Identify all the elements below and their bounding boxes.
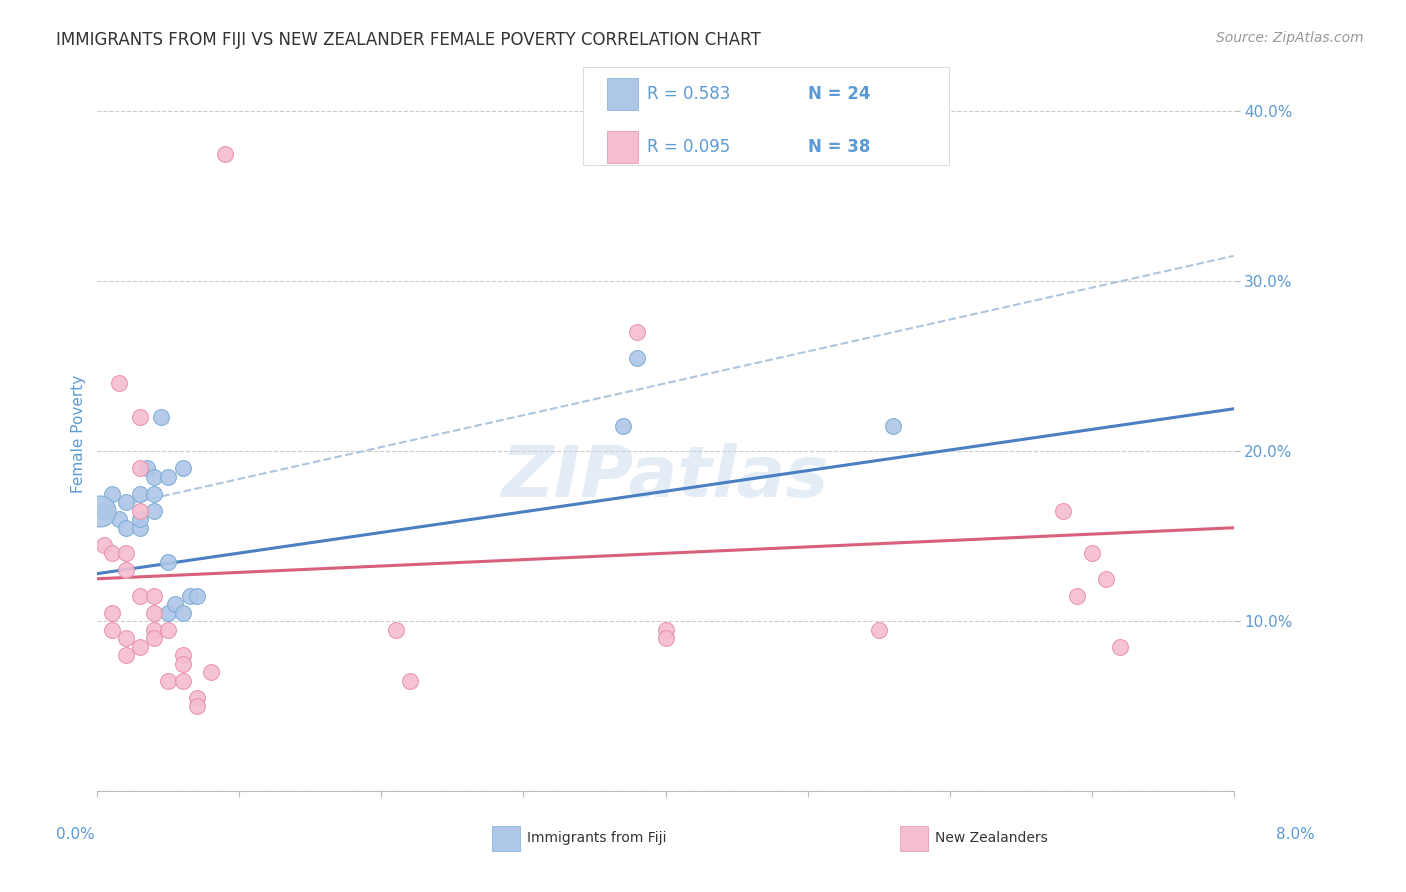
Point [143,487,166,501]
Point [143,606,166,620]
Point [129,521,152,535]
Point [157,555,180,569]
Point [89,504,111,518]
Point [882,418,904,433]
Point [179,589,201,603]
Point [384,623,406,637]
Point [1066,589,1088,603]
Point [172,461,194,475]
Point [150,410,173,425]
Point [214,147,236,161]
Point [157,623,180,637]
Text: New Zealanders: New Zealanders [935,830,1047,845]
Text: 0.0%: 0.0% [56,827,96,841]
Text: N = 38: N = 38 [808,138,870,156]
Point [129,512,152,526]
Text: Immigrants from Fiji: Immigrants from Fiji [527,830,666,845]
Text: R = 0.583: R = 0.583 [647,85,730,103]
Point [172,657,194,671]
Point [143,504,166,518]
Point [172,648,194,663]
Point [114,563,136,577]
Point [143,589,166,603]
Point [1080,546,1102,560]
Point [165,597,187,611]
Text: Source: ZipAtlas.com: Source: ZipAtlas.com [1216,31,1364,45]
Point [114,631,136,645]
Point [200,665,222,680]
Point [100,546,122,560]
Point [114,648,136,663]
Point [143,631,166,645]
Text: ZIPatlas: ZIPatlas [502,442,830,512]
Point [114,495,136,509]
Point [100,623,122,637]
Point [157,673,180,688]
Text: N = 24: N = 24 [808,85,870,103]
Point [186,690,208,705]
Point [100,606,122,620]
Point [172,606,194,620]
Text: IMMIGRANTS FROM FIJI VS NEW ZEALANDER FEMALE POVERTY CORRELATION CHART: IMMIGRANTS FROM FIJI VS NEW ZEALANDER FE… [56,31,761,49]
Y-axis label: Female Poverty: Female Poverty [72,376,86,493]
Point [107,512,129,526]
Point [1095,572,1118,586]
Point [626,326,648,340]
Point [1052,504,1074,518]
Point [143,623,166,637]
Point [114,546,136,560]
Point [129,461,152,475]
Point [654,631,676,645]
Point [129,504,152,518]
Point [114,521,136,535]
Text: R = 0.095: R = 0.095 [647,138,730,156]
Point [157,606,180,620]
Point [129,640,152,654]
Point [136,461,159,475]
Point [93,538,115,552]
Point [1109,640,1132,654]
Point [626,351,648,365]
Point [93,504,115,518]
Point [129,410,152,425]
Point [129,589,152,603]
Point [612,418,634,433]
Point [172,673,194,688]
Point [868,623,890,637]
Point [157,470,180,484]
Point [129,487,152,501]
Point [186,589,208,603]
Point [107,376,129,391]
Text: 8.0%: 8.0% [1275,827,1315,841]
Point [398,673,420,688]
Point [100,487,122,501]
Point [186,699,208,714]
Point [654,623,676,637]
Point [143,470,166,484]
